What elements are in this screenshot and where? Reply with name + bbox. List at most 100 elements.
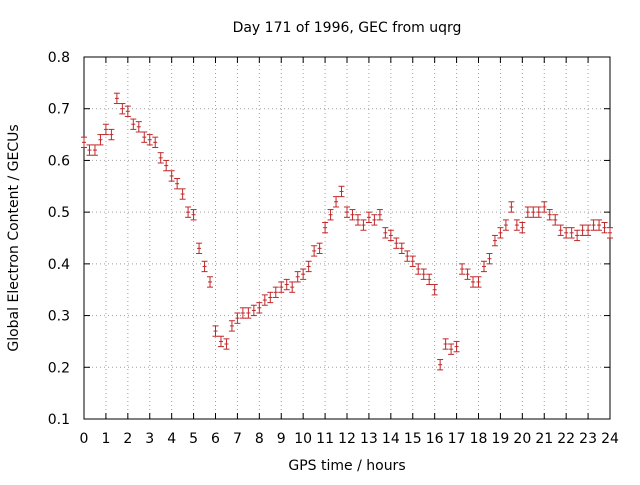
data-point [470,276,477,288]
data-point [530,206,537,218]
data-point [333,196,340,208]
data-point [404,250,411,262]
data-point [497,227,504,239]
y-tick-label: 0.3 [48,309,70,325]
x-tick-label: 0 [80,431,89,447]
x-tick-label: 24 [601,431,619,447]
data-point [541,201,548,213]
x-tick-label: 14 [382,431,400,447]
data-point [557,224,564,236]
data-point [382,227,389,239]
data-point [486,253,493,265]
x-tick-label: 1 [101,431,110,447]
data-point [431,284,438,296]
data-point [294,271,301,283]
data-point [360,219,367,231]
x-tick-label: 15 [404,431,422,447]
data-point [212,325,219,337]
data-point [519,221,526,234]
data-point [316,242,323,255]
data-point [207,276,214,288]
data-point [475,276,482,288]
data-point [453,340,460,353]
data-point [354,214,361,226]
data-point [234,312,241,324]
data-point [130,118,137,130]
x-tick-label: 13 [360,431,378,447]
data-point [327,209,334,221]
data-point [228,320,235,332]
data-point [365,211,372,223]
data-point [217,335,224,348]
data-point [371,214,378,226]
data-point [91,144,98,156]
data-point [305,260,312,273]
data-point [601,221,608,234]
y-tick-label: 0.7 [48,102,70,118]
data-point [190,209,197,221]
data-point [513,219,520,231]
data-point [152,136,159,148]
data-point [574,229,581,242]
data-point [97,134,104,146]
data-point [174,178,181,190]
y-axis-label: Global Electron Content / GECUs [6,124,22,351]
x-tick-label: 17 [448,431,466,447]
axis-ticks [83,56,611,420]
data-point [179,188,186,200]
x-tick-labels: 0 1 2 3 4 5 6 7 8 9 10 11 12 13 14 15 16 17 18 19 20 21 22 23 24 [80,431,619,447]
data-point [590,219,597,231]
data-point [349,209,356,221]
data-point [124,105,131,117]
data-point [163,159,170,172]
data-point [108,128,115,141]
y-tick-label: 0.4 [48,257,70,273]
data-point [426,273,433,286]
data-point [508,201,515,213]
data-point [607,227,613,239]
y-tick-label: 0.2 [48,360,70,376]
x-tick-label: 8 [255,431,264,447]
data-point [568,227,575,239]
data-point [201,260,208,273]
y-tick-labels: 0.1 0.2 0.3 0.4 0.5 0.6 0.7 0.8 [48,50,70,428]
data-point [272,286,279,298]
data-point [261,294,268,306]
data-point [102,123,109,136]
data-point [563,227,570,239]
data-points [81,92,613,371]
data-point [459,263,466,275]
data-point [239,307,246,319]
data-point [267,291,274,304]
x-tick-label: 3 [145,431,154,447]
data-point [196,242,203,255]
data-point [464,268,471,280]
data-point [311,245,318,257]
data-point [579,224,586,236]
y-tick-label: 0.6 [48,153,70,169]
data-point [322,221,329,234]
x-tick-label: 23 [579,431,597,447]
data-point [113,92,120,105]
x-tick-label: 16 [426,431,444,447]
data-point [338,185,345,198]
data-point [223,338,230,350]
data-point [245,307,252,319]
data-point [398,242,405,255]
x-tick-label: 19 [492,431,510,447]
x-tick-label: 11 [316,431,334,447]
data-point [448,343,455,355]
data-point [376,209,383,221]
x-tick-label: 2 [123,431,132,447]
data-point [491,234,498,247]
x-tick-label: 18 [470,431,488,447]
data-point [81,136,87,148]
data-point [86,144,93,156]
data-point [119,103,126,115]
data-point [185,206,192,218]
data-point [420,268,427,280]
data-point [393,237,400,249]
x-axis-label: GPS time / hours [288,458,405,474]
